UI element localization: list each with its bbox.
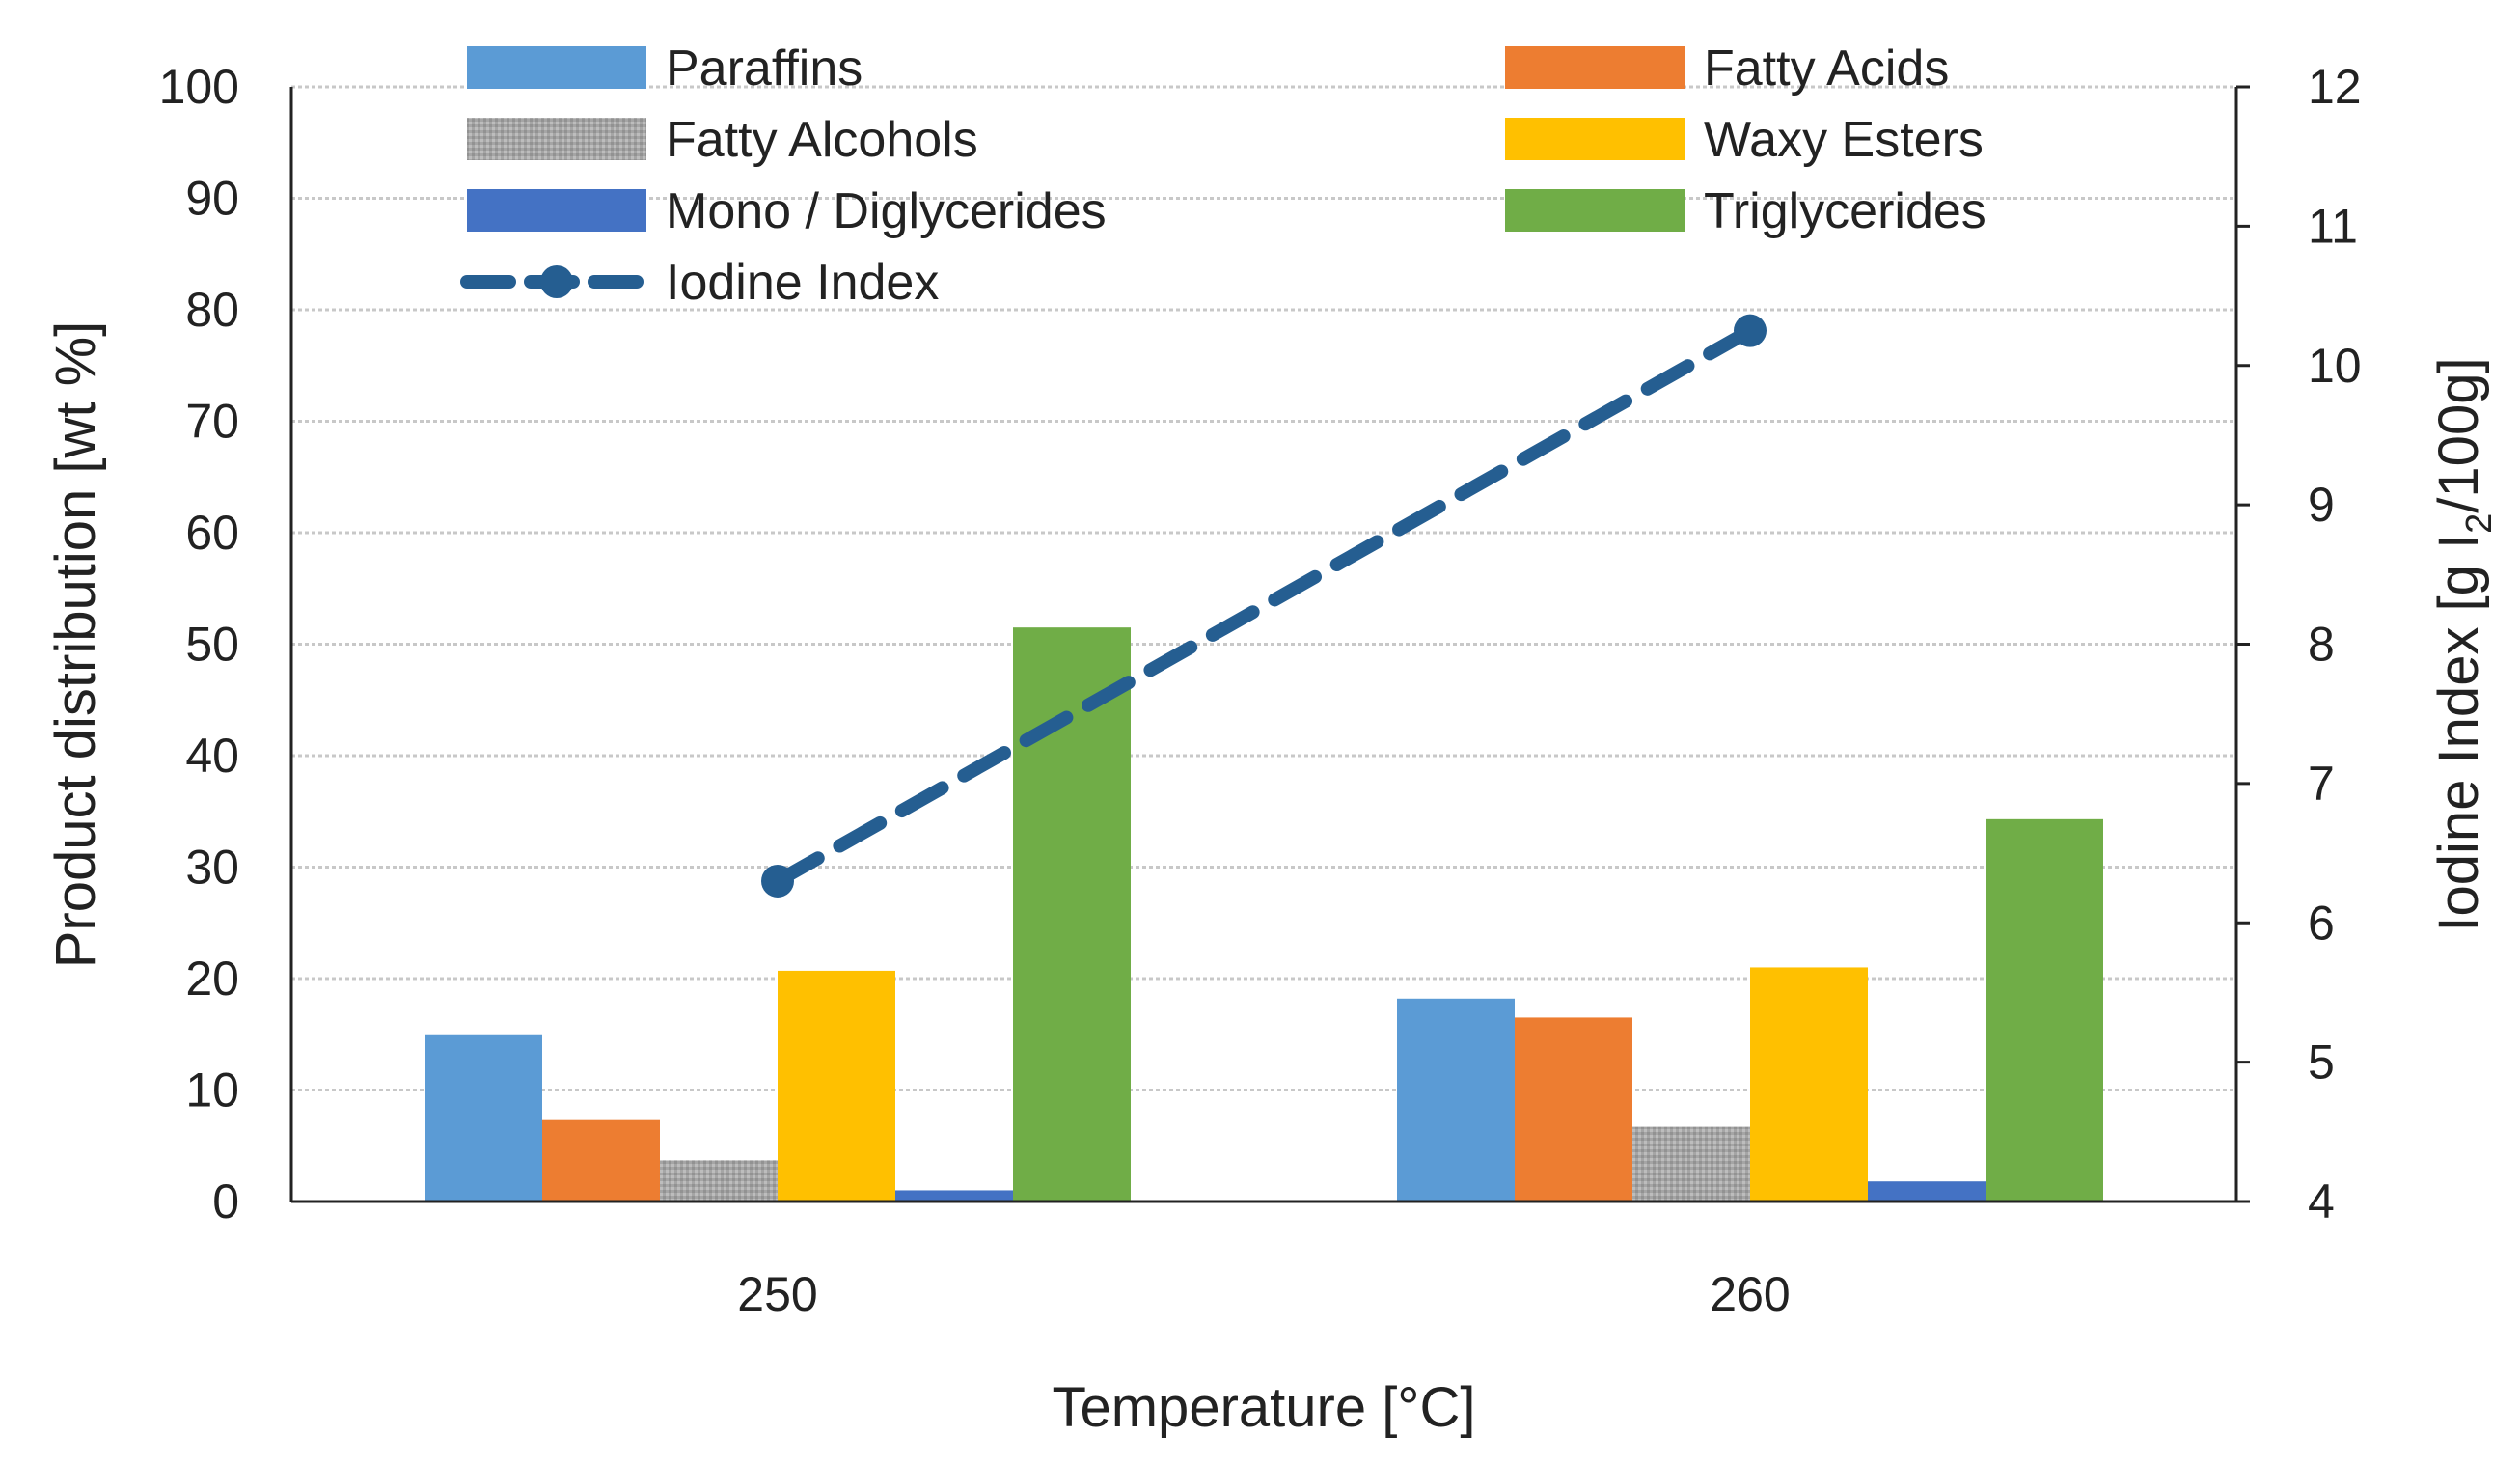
bar-fatty-alcohols-250	[660, 1160, 778, 1202]
iodine-index-point-260	[1734, 314, 1767, 347]
y-tick-label: 30	[185, 841, 239, 895]
y2-tick-label: 6	[2308, 896, 2335, 950]
y-tick-label: 90	[185, 172, 239, 226]
legend-marker-iodine-index	[540, 265, 573, 298]
legend-swatch-fatty-alcohols	[467, 118, 646, 160]
x-axis-title: Temperature [°C]	[1052, 1376, 1475, 1439]
legend-swatch-mono-diglycerides	[467, 189, 646, 232]
legend: Paraffins Fatty Acids Fatty Alcohols Waxy E…	[460, 41, 1986, 311]
bar-triglycerides-250	[1013, 627, 1131, 1202]
bar-paraffins-260	[1397, 998, 1515, 1202]
y2-tick-label: 11	[2308, 199, 2358, 253]
iodine-index-line	[771, 323, 1757, 888]
y2-tick-label: 9	[2308, 478, 2335, 532]
bars	[425, 627, 2103, 1202]
legend-label-fatty-alcohols: Fatty Alcohols	[666, 112, 978, 168]
y2-tick-label: 12	[2308, 60, 2362, 114]
legend-label-iodine-index: Iodine Index	[666, 255, 939, 311]
bar-triglycerides-260	[1986, 818, 2103, 1202]
gridlines	[291, 85, 2236, 1091]
x-tick-label: 260	[1710, 1267, 1790, 1321]
y2-axis-title-main: Iodine Index [g I	[2427, 534, 2490, 932]
y2-tick-label: 8	[2308, 618, 2335, 672]
legend-label-triglycerides: Triglycerides	[1704, 183, 1986, 239]
bar-mono-diglycerides-260	[1868, 1181, 1986, 1202]
bar-fatty-alcohols-260	[1632, 1126, 1750, 1202]
y-tick-label: 60	[185, 506, 239, 560]
y-tick-label: 40	[185, 729, 239, 783]
iodine-index-point-250	[761, 864, 794, 898]
legend-swatch-fatty-acids	[1505, 46, 1685, 89]
legend-label-mono-diglycerides: Mono / Diglycerides	[666, 183, 1107, 239]
bar-waxy-esters-250	[778, 970, 895, 1202]
y-tick-label: 100	[159, 60, 239, 114]
legend-label-waxy-esters: Waxy Esters	[1704, 112, 1984, 168]
bar-waxy-esters-260	[1750, 967, 1868, 1202]
y2-axis-title-subscript: 2	[2459, 513, 2500, 534]
y-tick-label: 70	[185, 395, 239, 449]
bar-fatty-acids-260	[1515, 1017, 1632, 1202]
y-tick-label: 10	[185, 1063, 239, 1118]
legend-swatch-waxy-esters	[1505, 118, 1685, 160]
legend-swatch-triglycerides	[1505, 189, 1685, 232]
y2-tick-label: 7	[2308, 757, 2335, 811]
y2-axis-title: Iodine Index [g I2/100g]	[2427, 357, 2500, 931]
legend-swatch-paraffins	[467, 46, 646, 89]
y2-tick-label: 4	[2308, 1174, 2335, 1229]
bar-paraffins-250	[425, 1034, 542, 1202]
y-tick-label: 80	[185, 283, 239, 337]
x-tick-label: 250	[737, 1267, 817, 1321]
y-axis-title: Product distribution [wt %]	[44, 321, 107, 969]
y-tick-label: 0	[212, 1174, 239, 1229]
y2-tick-label: 5	[2308, 1036, 2335, 1090]
iodine-line	[761, 314, 1767, 898]
y2-tick-label: 10	[2308, 339, 2362, 393]
bar-mono-diglycerides-250	[895, 1190, 1013, 1202]
y-tick-label: 50	[185, 618, 239, 672]
y2-axis-title-tail: /100g]	[2427, 357, 2490, 512]
ticks: 0 10 20 30 40 50 60 70 80 90 100 4 5 6 7 8 9 10 11 12 250 260	[159, 60, 2362, 1321]
bar-fatty-acids-250	[542, 1119, 660, 1202]
legend-label-paraffins: Paraffins	[666, 41, 863, 97]
legend-label-fatty-acids: Fatty Acids	[1704, 41, 1949, 97]
y-tick-label: 20	[185, 952, 239, 1006]
